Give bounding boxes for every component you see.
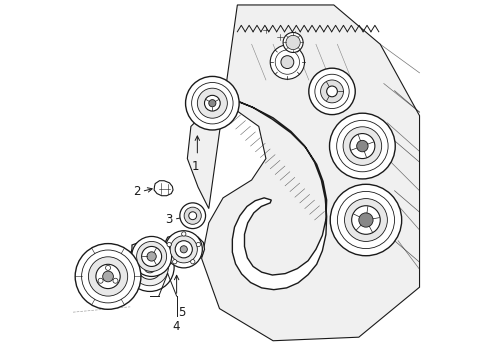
Circle shape — [165, 231, 202, 268]
Text: 4: 4 — [172, 320, 179, 333]
Circle shape — [191, 82, 233, 124]
Circle shape — [314, 74, 348, 109]
Circle shape — [275, 50, 299, 74]
Polygon shape — [192, 96, 326, 290]
Circle shape — [144, 261, 155, 273]
Circle shape — [113, 278, 118, 283]
Circle shape — [170, 236, 197, 263]
Circle shape — [208, 100, 216, 107]
Polygon shape — [187, 5, 419, 341]
Circle shape — [125, 243, 174, 292]
Text: 5: 5 — [178, 306, 185, 319]
Polygon shape — [164, 234, 204, 264]
Circle shape — [75, 244, 141, 309]
Circle shape — [337, 192, 394, 249]
Circle shape — [98, 278, 103, 283]
Circle shape — [283, 32, 303, 53]
Polygon shape — [131, 240, 173, 273]
Circle shape — [185, 76, 239, 130]
Circle shape — [188, 212, 196, 220]
Circle shape — [356, 140, 367, 152]
Circle shape — [281, 56, 293, 68]
Circle shape — [349, 134, 374, 158]
Circle shape — [81, 250, 134, 303]
Circle shape — [184, 207, 201, 224]
Text: 3: 3 — [165, 213, 172, 226]
Circle shape — [181, 232, 185, 236]
Circle shape — [131, 237, 171, 276]
Circle shape — [329, 113, 394, 179]
Circle shape — [142, 247, 162, 266]
Circle shape — [196, 242, 200, 247]
Circle shape — [329, 184, 401, 256]
Circle shape — [285, 35, 300, 50]
Circle shape — [88, 257, 127, 296]
Circle shape — [336, 120, 387, 172]
Polygon shape — [154, 181, 173, 196]
Circle shape — [344, 199, 386, 242]
Circle shape — [343, 127, 381, 165]
Circle shape — [351, 206, 380, 234]
Circle shape — [172, 260, 177, 264]
Circle shape — [326, 86, 337, 97]
Circle shape — [308, 68, 354, 114]
Text: 6: 6 — [76, 270, 83, 283]
Circle shape — [190, 260, 195, 264]
Circle shape — [136, 242, 166, 271]
Text: 1: 1 — [191, 160, 199, 174]
Circle shape — [131, 249, 168, 286]
Circle shape — [105, 265, 110, 270]
Circle shape — [167, 242, 171, 247]
Circle shape — [204, 95, 220, 111]
Circle shape — [180, 246, 187, 253]
Circle shape — [197, 88, 227, 118]
Text: 2: 2 — [133, 185, 140, 198]
Circle shape — [175, 241, 192, 258]
Circle shape — [102, 271, 113, 282]
Circle shape — [358, 213, 372, 227]
Circle shape — [96, 264, 120, 289]
Circle shape — [147, 252, 156, 261]
Circle shape — [138, 255, 162, 279]
Circle shape — [320, 80, 343, 103]
Circle shape — [180, 203, 205, 229]
Circle shape — [270, 45, 304, 79]
